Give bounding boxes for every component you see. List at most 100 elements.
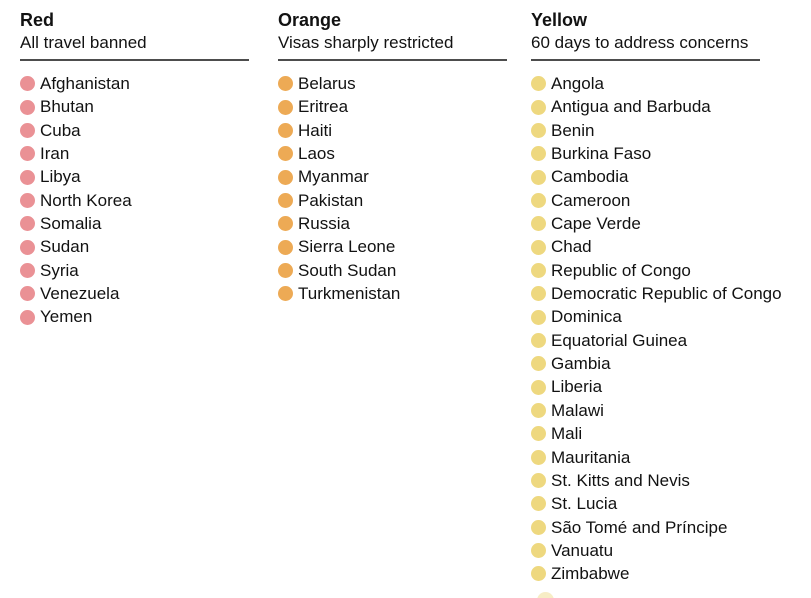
tier-column-orange: Orange Visas sharply restricted Belarus … bbox=[278, 10, 507, 305]
tier-dot-icon bbox=[20, 262, 35, 278]
country-label: Sierra Leone bbox=[298, 237, 396, 257]
country-label: Equatorial Guinea bbox=[551, 330, 688, 350]
list-item: Dominica bbox=[531, 305, 793, 328]
list-item: St. Lucia bbox=[531, 492, 793, 515]
country-label: Belarus bbox=[298, 74, 356, 93]
list-item: Haiti bbox=[278, 119, 507, 142]
country-label: St. Kitts and Nevis bbox=[551, 470, 690, 490]
tier-dot-icon bbox=[278, 216, 293, 232]
country-label: Afghanistan bbox=[40, 74, 130, 93]
tier-subtitle: All travel banned bbox=[20, 33, 147, 52]
tier-dot-icon bbox=[531, 146, 546, 162]
country-label: Mauritania bbox=[551, 447, 631, 467]
list-item: Eritrea bbox=[278, 95, 507, 118]
country-label: Democratic Republic of Congo bbox=[551, 284, 782, 304]
tier-dot-icon bbox=[531, 76, 546, 92]
list-item: Angola bbox=[531, 72, 793, 95]
country-label: Dominica bbox=[551, 307, 622, 327]
list-item: Laos bbox=[278, 142, 507, 165]
country-label: Turkmenistan bbox=[298, 284, 401, 304]
tier-dot-icon bbox=[20, 216, 35, 232]
country-label: Syria bbox=[40, 260, 79, 280]
tier-dot-icon bbox=[531, 262, 546, 278]
country-label: Zimbabwe bbox=[551, 564, 630, 584]
list-item: Bhutan bbox=[20, 95, 249, 118]
tier-dot-icon bbox=[531, 496, 546, 512]
tier-dot-icon bbox=[531, 356, 546, 372]
country-label: Malawi bbox=[551, 400, 604, 420]
country-label: Libya bbox=[40, 167, 81, 187]
list-item: Cuba bbox=[20, 119, 249, 142]
list-item: Pakistan bbox=[278, 189, 507, 212]
tier-dot-icon bbox=[531, 449, 546, 465]
list-item: Mauritania bbox=[531, 446, 793, 469]
country-label: South Sudan bbox=[298, 260, 397, 280]
tier-dot-icon bbox=[531, 169, 546, 185]
tier-dot-icon bbox=[20, 76, 35, 92]
country-label: Bhutan bbox=[40, 97, 94, 117]
tier-dot-icon bbox=[531, 473, 546, 489]
tier-dot-icon bbox=[278, 239, 293, 255]
country-label: Yemen bbox=[40, 307, 93, 327]
header-rule bbox=[531, 59, 760, 61]
country-list: Belarus Eritrea Haiti Laos Myanmar Pakis… bbox=[278, 72, 507, 305]
tier-dot-icon bbox=[531, 379, 546, 395]
tier-dot-icon bbox=[278, 99, 293, 115]
tier-subtitle: Visas sharply restricted bbox=[278, 33, 454, 52]
country-label: Cameroon bbox=[551, 190, 631, 210]
clipped-dot bbox=[537, 592, 554, 598]
list-item: Syria bbox=[20, 259, 249, 282]
country-label: Burkina Faso bbox=[551, 144, 652, 164]
tier-dot-icon bbox=[531, 309, 546, 325]
country-label: North Korea bbox=[40, 190, 132, 210]
country-label: Cuba bbox=[40, 120, 81, 140]
tier-dot-icon bbox=[278, 122, 293, 138]
header-rule bbox=[278, 59, 507, 61]
tier-dot-icon bbox=[278, 262, 293, 278]
tier-dot-icon bbox=[531, 192, 546, 208]
list-item: Gambia bbox=[531, 352, 793, 375]
list-item: Benin bbox=[531, 119, 793, 142]
list-item: Yemen bbox=[20, 305, 249, 328]
country-list: Afghanistan Bhutan Cuba Iran Libya North… bbox=[20, 72, 249, 329]
list-item: South Sudan bbox=[278, 259, 507, 282]
list-item: Somalia bbox=[20, 212, 249, 235]
tier-dot-icon bbox=[531, 332, 546, 348]
tier-dot-icon bbox=[531, 426, 546, 442]
tier-dot-icon bbox=[20, 192, 35, 208]
country-label: Cape Verde bbox=[551, 214, 641, 234]
header-rule bbox=[20, 59, 249, 61]
tier-subtitle: 60 days to address concerns bbox=[531, 33, 749, 52]
tier-dot-icon bbox=[531, 519, 546, 535]
country-label: Sudan bbox=[40, 237, 90, 257]
list-item: Mali bbox=[531, 422, 793, 445]
tier-title: Yellow bbox=[531, 10, 588, 30]
list-item: Sierra Leone bbox=[278, 235, 507, 258]
list-item: Zimbabwe bbox=[531, 562, 793, 585]
country-label: Republic of Congo bbox=[551, 260, 691, 280]
country-label: Cambodia bbox=[551, 167, 629, 187]
list-item: Vanuatu bbox=[531, 539, 793, 562]
list-item: Venezuela bbox=[20, 282, 249, 305]
list-item: Cape Verde bbox=[531, 212, 793, 235]
country-label: Gambia bbox=[551, 354, 611, 374]
country-label: Somalia bbox=[40, 214, 102, 234]
country-label: Laos bbox=[298, 144, 335, 164]
tier-dot-icon bbox=[20, 239, 35, 255]
list-item: Republic of Congo bbox=[531, 259, 793, 282]
tier-dot-icon bbox=[531, 402, 546, 418]
country-label: Liberia bbox=[551, 377, 603, 397]
list-item: Iran bbox=[20, 142, 249, 165]
list-item: Antigua and Barbuda bbox=[531, 95, 793, 118]
country-label: Chad bbox=[551, 237, 592, 257]
tier-dot-icon bbox=[278, 76, 293, 92]
tier-dot-icon bbox=[20, 286, 35, 302]
country-label: Vanuatu bbox=[551, 540, 614, 560]
tier-dot-icon bbox=[20, 99, 35, 115]
tier-dot-icon bbox=[531, 99, 546, 115]
tier-title: Red bbox=[20, 10, 55, 30]
list-item: Libya bbox=[20, 165, 249, 188]
list-item: Russia bbox=[278, 212, 507, 235]
country-label: Eritrea bbox=[298, 97, 349, 117]
tier-dot-icon bbox=[278, 169, 293, 185]
